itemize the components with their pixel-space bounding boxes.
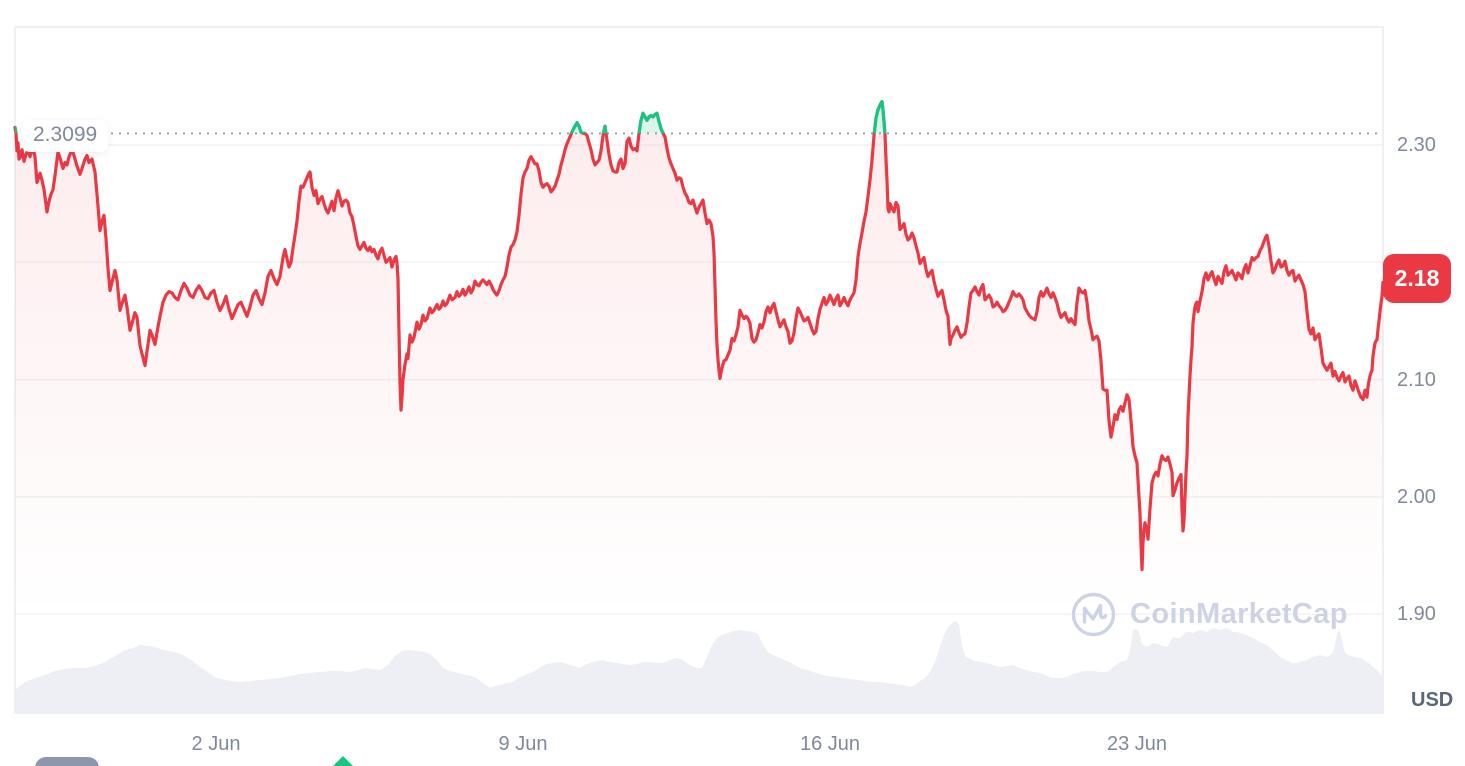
price-change-up-icon: [329, 756, 357, 766]
ath-price-label: 2.3099: [22, 120, 109, 153]
y-axis-tick-2-30: 2.30: [1397, 134, 1436, 156]
partial-coin-logo: [35, 757, 99, 766]
currency-axis-label: USD: [1411, 689, 1454, 711]
x-axis-tick-23-jun: 23 Jun: [1106, 733, 1168, 755]
y-axis-tick-2-00: 2.00: [1397, 485, 1436, 508]
coinmarketcap-logo-icon: [1070, 591, 1117, 638]
coinmarketcap-watermark: CoinMarketCap: [1070, 591, 1348, 638]
x-axis-tick-9-jun: 9 Jun: [498, 733, 548, 755]
x-axis-tick-16-jun: 16 Jun: [799, 733, 861, 755]
y-axis-tick-2-10: 2.10: [1397, 368, 1436, 391]
y-axis-tick-1-90: 1.90: [1397, 603, 1436, 626]
volume-area: [15, 621, 1383, 713]
current-price-badge: 2.18: [1383, 254, 1451, 304]
x-axis-tick-2-jun: 2 Jun: [191, 733, 241, 755]
price-line: [13, 100, 1385, 572]
price-area-fill: [15, 133, 1383, 614]
watermark-text: CoinMarketCap: [1130, 598, 1348, 630]
